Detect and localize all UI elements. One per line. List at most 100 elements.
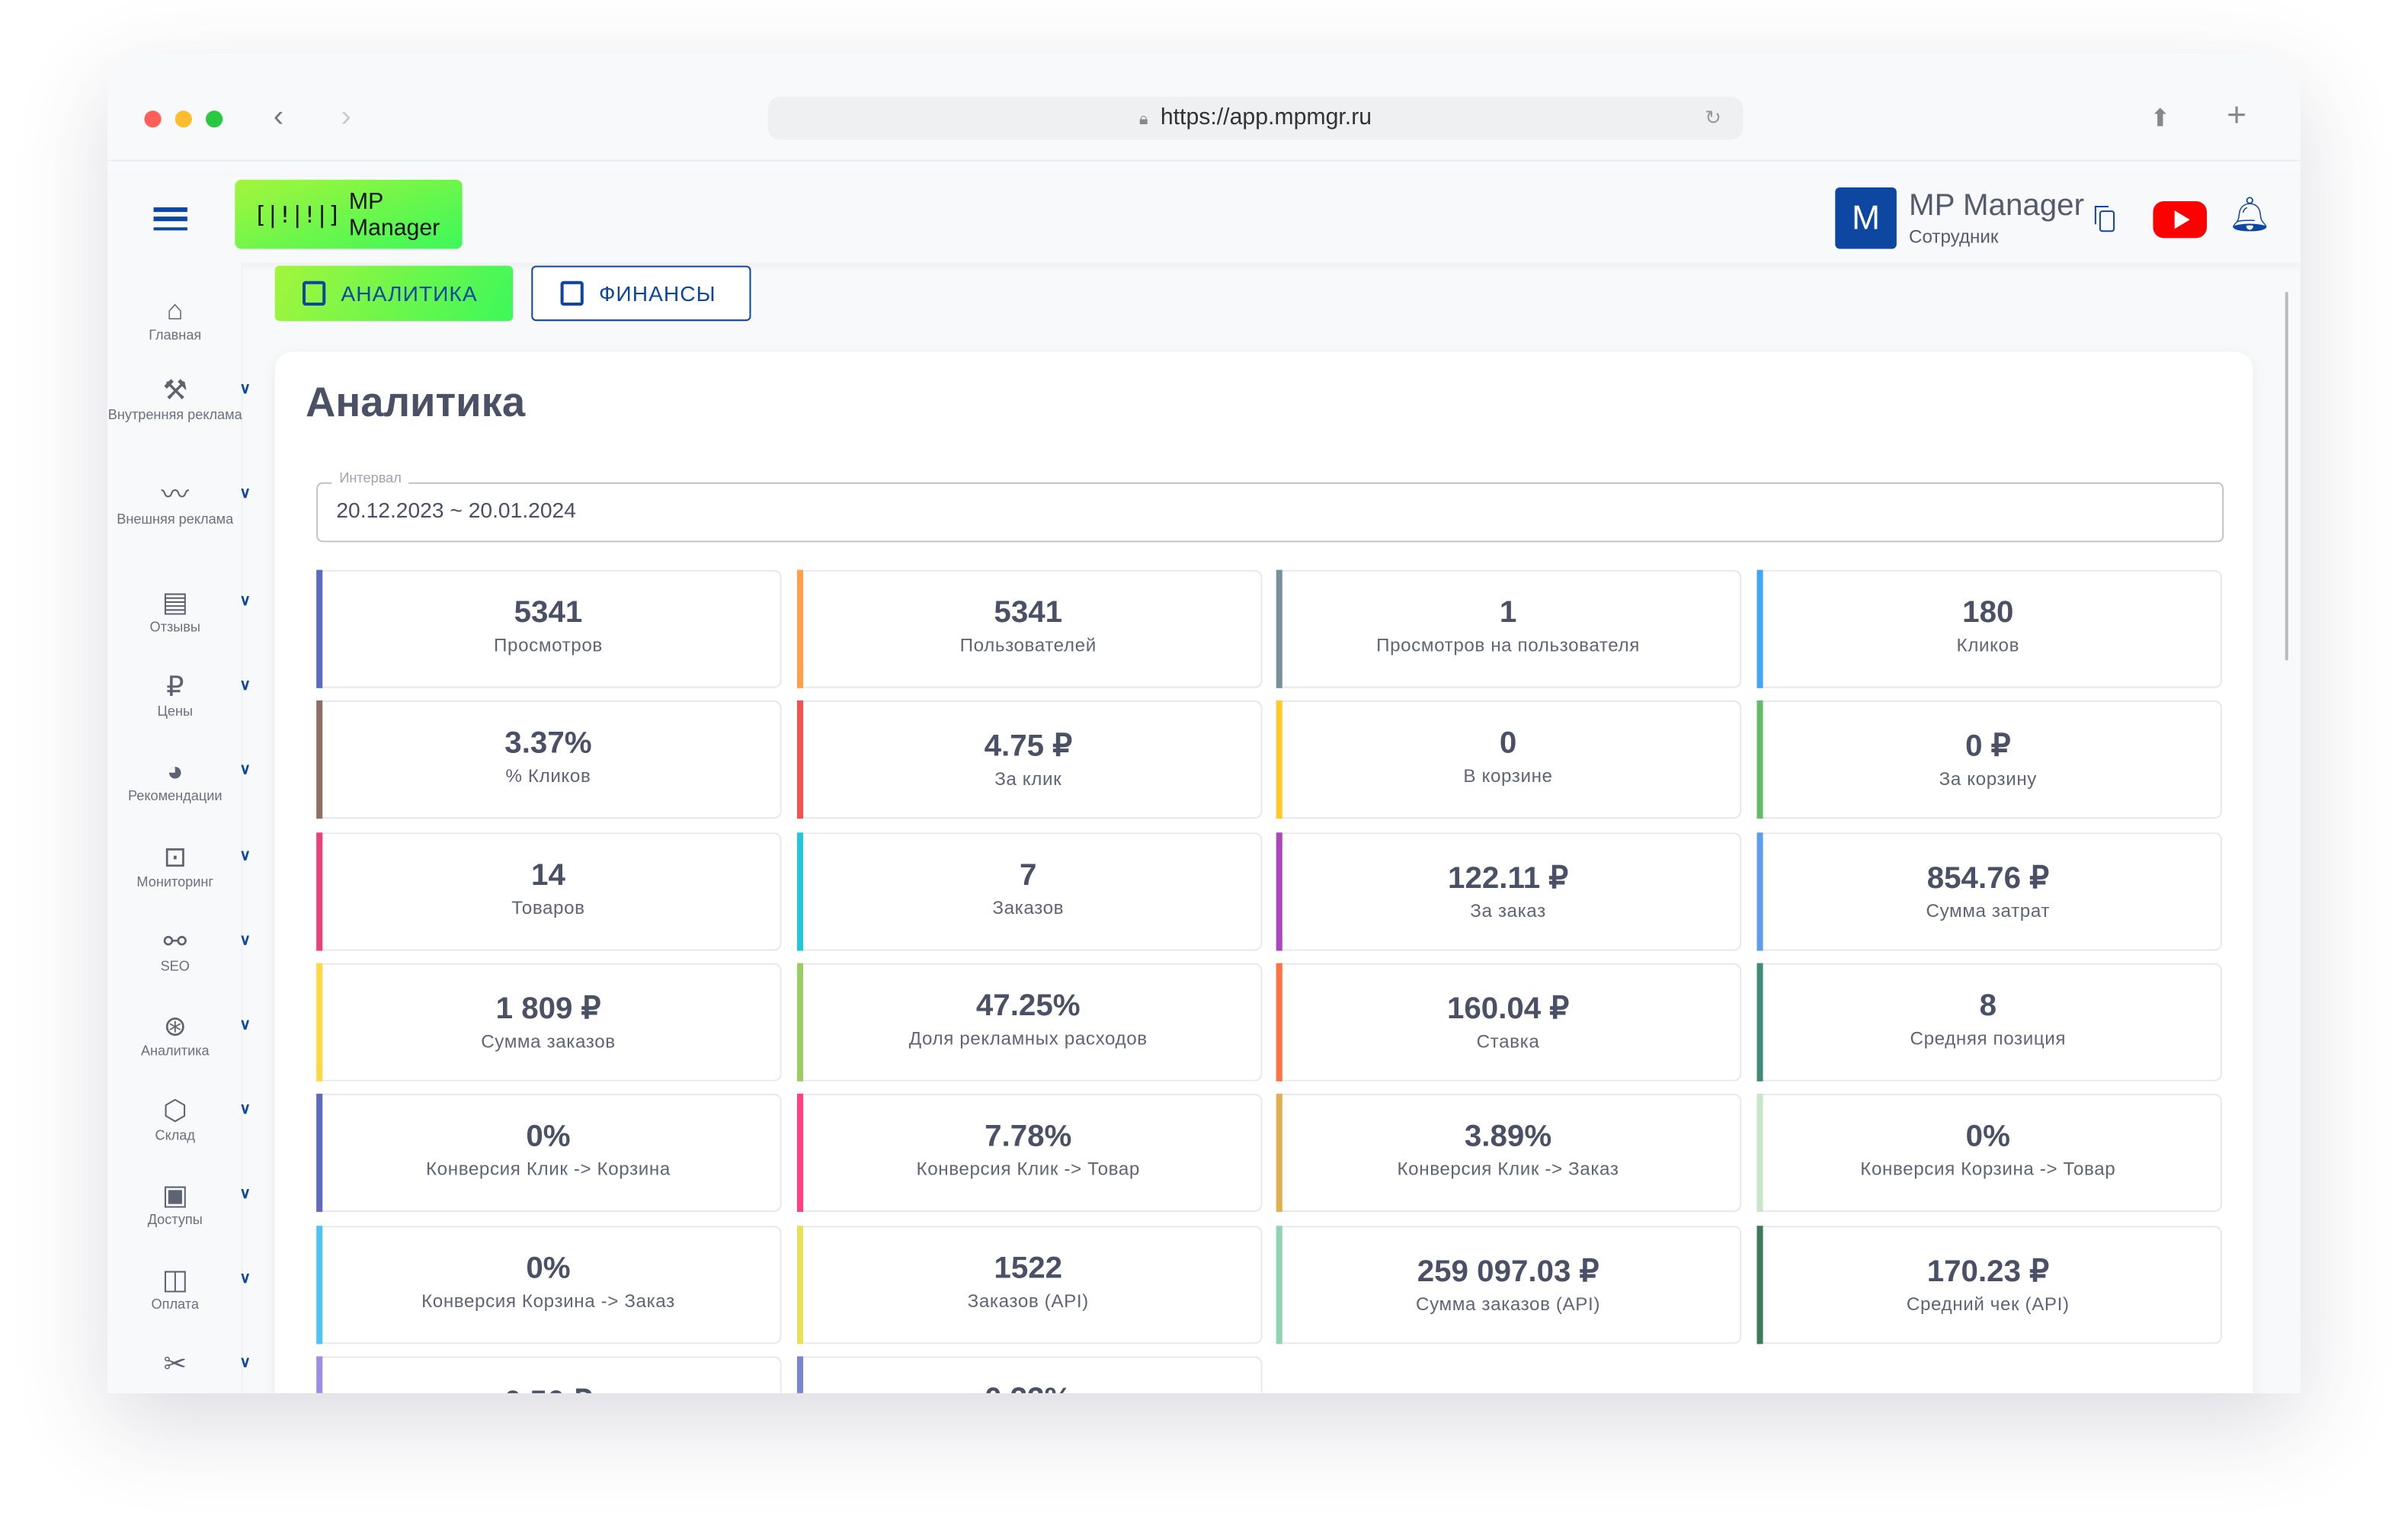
metric-label: За корзину <box>1939 768 2037 790</box>
chevron-down-icon: ∨ <box>239 932 251 950</box>
maximize-window-button[interactable] <box>206 111 223 128</box>
sidebar-item-tools[interactable]: ✂ ∨ <box>107 1347 251 1380</box>
logo[interactable]: [|!|!|] MP Manager <box>235 179 463 249</box>
chevron-down-icon: ∨ <box>239 1270 251 1287</box>
minimize-window-button[interactable] <box>175 111 192 128</box>
bell-icon[interactable]: 🔔︎ <box>2228 194 2272 234</box>
metric-value: 180 <box>1962 595 2014 630</box>
metric-card: 8 Средняя позиция <box>1756 963 2222 1082</box>
analytics-icon: ⊛ ∨ <box>152 1009 251 1043</box>
metric-value: 0% <box>526 1120 571 1154</box>
sidebar-item-reviews[interactable]: ▤ ∨ Отзывы <box>107 585 251 636</box>
chevron-down-icon: ∨ <box>239 848 251 865</box>
forward-icon[interactable]: › <box>341 99 351 134</box>
sidebar-item-badge[interactable]: ▣ ∨ Доступы <box>107 1178 251 1229</box>
chevron-down-icon: ∨ <box>239 1101 251 1119</box>
metric-value: 1 809 ₽ <box>495 992 601 1026</box>
metric-value: 7 <box>1020 857 1037 893</box>
sidebar-item-wallet[interactable]: ◫ ∨ Оплата <box>107 1263 251 1314</box>
copy-icon[interactable] <box>2094 206 2115 232</box>
chevron-down-icon: ∨ <box>239 1354 251 1372</box>
metric-color-bar <box>1756 832 1763 950</box>
metric-card: 1522 Заказов (API) <box>796 1225 1262 1344</box>
tab-analytics[interactable]: АНАЛИТИКА <box>274 265 514 322</box>
metric-label: Пользователей <box>959 634 1097 656</box>
chevron-down-icon: ∨ <box>239 1185 251 1203</box>
metric-value: 3.89% <box>1464 1120 1552 1154</box>
sidebar-item-label: Главная <box>149 327 202 343</box>
metric-card: 160.04 ₽ Ставка <box>1276 963 1742 1082</box>
avatar[interactable]: M <box>1835 187 1897 249</box>
metric-label: Сумма затрат <box>1926 899 2051 921</box>
sidebar-item-home[interactable]: ⌂ Главная <box>107 293 242 345</box>
metric-value: 7.78% <box>985 1120 1072 1154</box>
metric-value: 14 <box>531 857 565 893</box>
sidebar-item-box[interactable]: ⬡ ∨ Склад <box>107 1094 251 1145</box>
metric-color-bar <box>796 1225 802 1344</box>
metric-card: 1 Просмотров на пользователя <box>1276 569 1742 688</box>
tab-finance[interactable]: ФИНАНСЫ <box>531 265 751 322</box>
url-text: https://app.mpmgr.ru <box>1160 104 1372 131</box>
sidebar-item-seo[interactable]: ⚯ ∨ SEO <box>107 925 251 976</box>
share-icon[interactable]: ⬆︎ <box>2150 106 2171 133</box>
chevron-down-icon: ∨ <box>239 380 251 398</box>
close-window-button[interactable] <box>144 111 162 128</box>
wallet-icon: ◫ ∨ <box>152 1263 251 1296</box>
interval-label: Интервал <box>331 470 409 486</box>
sidebar-item-trend[interactable]: 〰 ∨ Внешняя реклама <box>107 478 251 529</box>
metric-label: Сумма заказов (API) <box>1416 1292 1601 1315</box>
sidebar-item-label: Аналитика <box>140 1043 210 1059</box>
metric-card: 5341 Пользователей <box>796 569 1262 688</box>
interval-input[interactable] <box>336 497 1258 523</box>
sidebar-item-analytics[interactable]: ⊛ ∨ Аналитика <box>107 1009 251 1060</box>
browser-window: ‹ › 🔒︎ https://app.mpmgr.ru ↻ ⬆︎ + [|!|!|]… <box>107 53 2301 1393</box>
sidebar-item-gavel[interactable]: ⚒ ∨ Внутренняя реклама <box>107 373 251 425</box>
metric-card: 180 Кликов <box>1756 569 2222 688</box>
address-bar[interactable]: 🔒︎ https://app.mpmgr.ru ↻ <box>767 96 1744 140</box>
ruble-icon: ₽ ∨ <box>152 670 251 704</box>
sidebar-item-thumb[interactable]: ◕ ∨ Рекомендации <box>107 755 251 806</box>
scrollbar[interactable] <box>2285 291 2288 661</box>
wallet-icon <box>560 280 584 306</box>
interval-field[interactable]: Интервал <box>316 470 2224 543</box>
metric-card: 0.33% <box>796 1356 1262 1393</box>
metric-color-bar <box>1276 832 1282 950</box>
metric-label: Средний чек (API) <box>1906 1292 2070 1315</box>
sidebar-item-label: Склад <box>155 1127 195 1143</box>
analytics-panel: Аналитика Интервал 5341 Просмотров 5341 Пол… <box>274 351 2253 1393</box>
new-tab-icon[interactable]: + <box>2227 95 2247 134</box>
logo-text: MP Manager <box>348 187 440 241</box>
back-icon[interactable]: ‹ <box>273 99 284 134</box>
metric-label: Средняя позиция <box>1910 1027 2067 1050</box>
metric-value: 854.76 ₽ <box>1926 861 2049 896</box>
metric-card: 3.89% Конверсия Клик -> Заказ <box>1276 1094 1742 1213</box>
sidebar-item-label: Отзывы <box>149 619 200 635</box>
metric-value: 0.33% <box>796 1382 1260 1393</box>
menu-icon[interactable] <box>153 207 187 231</box>
metric-color-bar <box>1276 1094 1282 1213</box>
metric-color-bar <box>796 963 802 1082</box>
metric-card: 0% Конверсия Корзина -> Заказ <box>316 1225 782 1344</box>
reload-icon[interactable]: ↻ <box>1705 106 1722 130</box>
sidebar-item-label: Внешняя реклама <box>117 511 234 527</box>
metric-label: Конверсия Клик -> Корзина <box>425 1158 671 1181</box>
user-role: Сотрудник <box>1909 226 1999 248</box>
metric-label: Заказов (API) <box>967 1289 1089 1312</box>
metric-label: Конверсия Клик -> Заказ <box>1397 1158 1619 1181</box>
metric-card: 14 Товаров <box>316 832 782 950</box>
metric-value: 0.56 ₽ <box>316 1382 780 1393</box>
metric-label: Товаров <box>511 896 585 918</box>
metric-value: 5341 <box>994 595 1063 630</box>
metric-value: 47.25% <box>975 989 1081 1023</box>
metric-label: % Кликов <box>505 765 591 787</box>
metric-color-bar <box>1276 1225 1282 1344</box>
metric-value: 8 <box>1979 989 1997 1023</box>
metric-color-bar <box>316 700 323 819</box>
metric-card: 5341 Просмотров <box>316 569 782 688</box>
chevron-down-icon: ∨ <box>239 761 251 779</box>
youtube-icon[interactable] <box>2153 201 2207 239</box>
sidebar: ⌂ Главная ⚒ ∨ Внутренняя реклама 〰 ∨ Внешняя ре… <box>107 262 251 1393</box>
sidebar-item-monitor[interactable]: ⊡ ∨ Мониторинг <box>107 840 251 891</box>
metric-card: 47.25% Доля рекламных расходов <box>796 963 1262 1082</box>
sidebar-item-ruble[interactable]: ₽ ∨ Цены <box>107 670 251 721</box>
